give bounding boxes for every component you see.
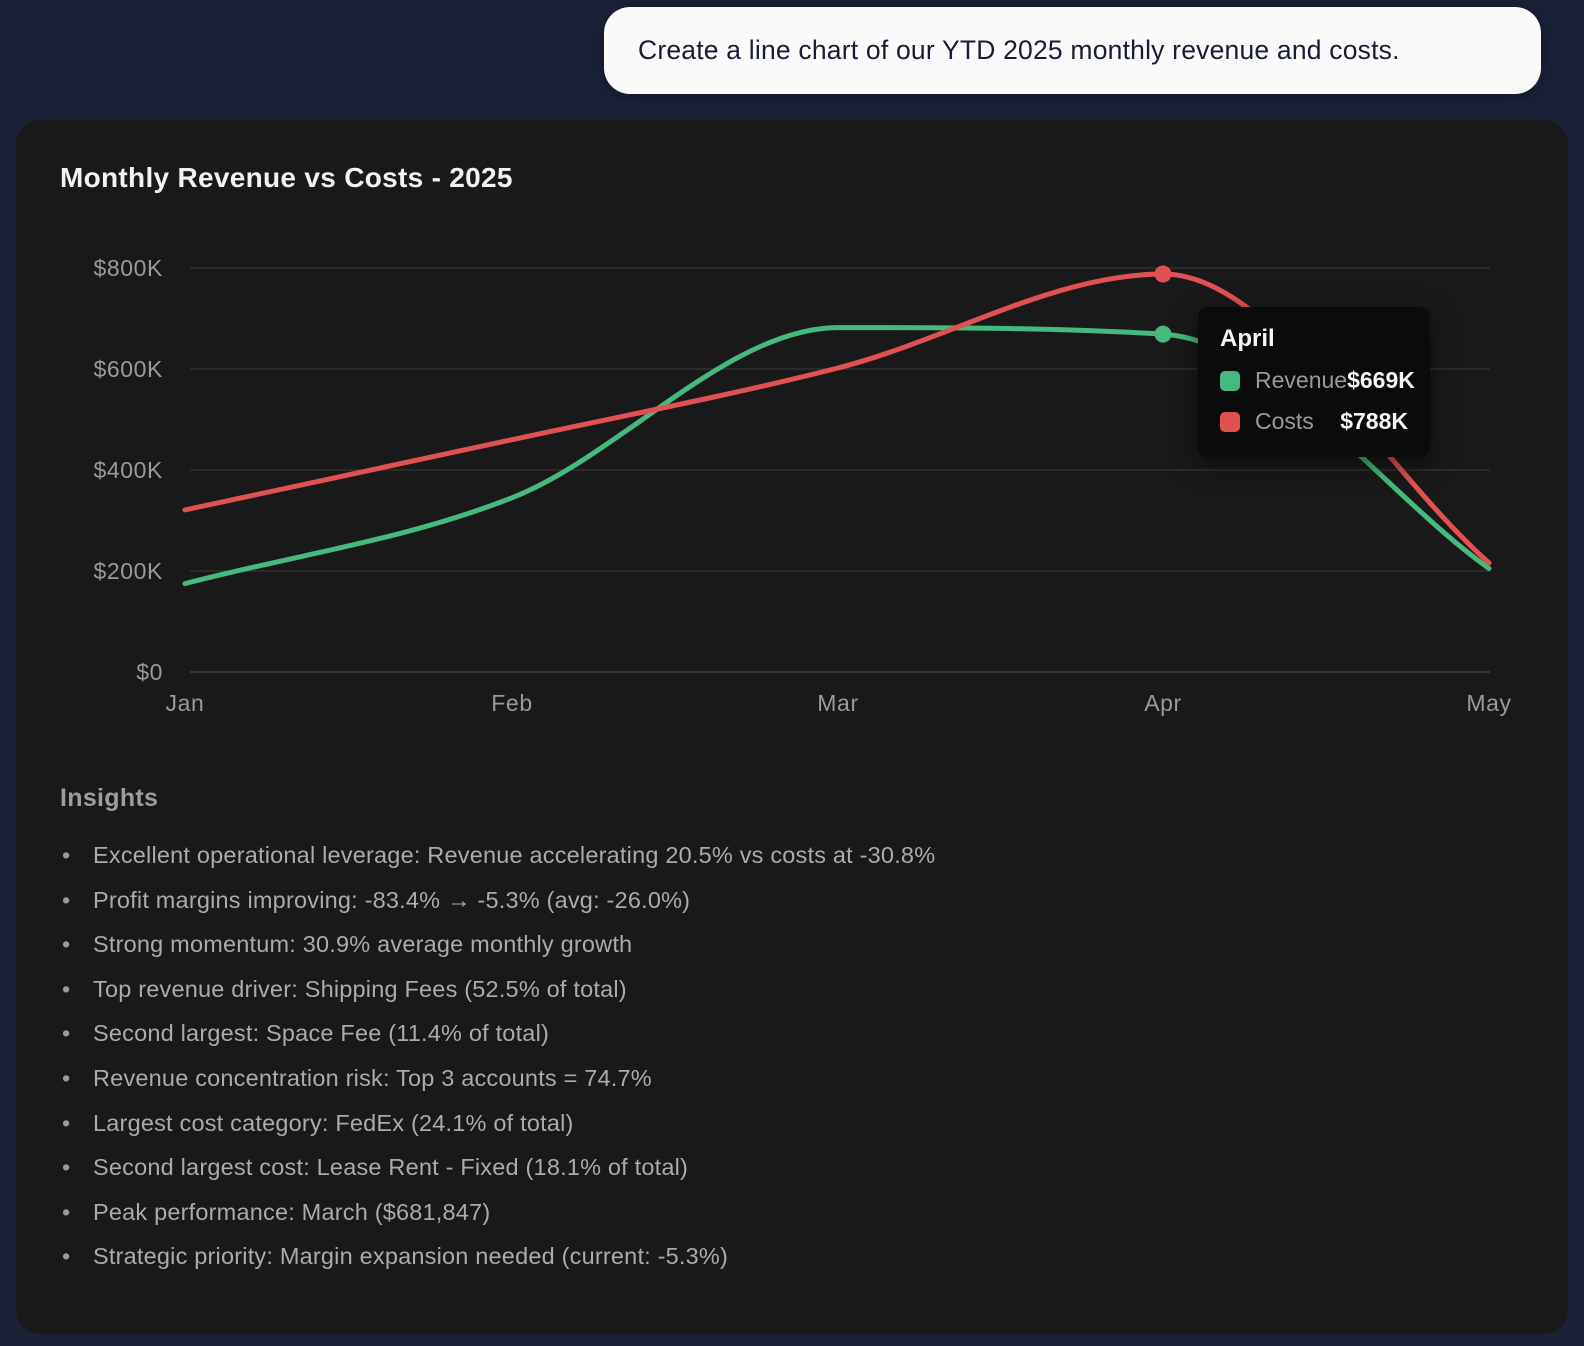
y-axis-label: $400K [93, 457, 163, 483]
insight-item: Second largest: Space Fee (11.4% of tota… [60, 1011, 1524, 1056]
x-axis-label: May [1466, 690, 1512, 716]
tooltip-revenue-value: $669K [1347, 367, 1415, 393]
user-message-bubble: Create a line chart of our YTD 2025 mont… [604, 7, 1541, 94]
tooltip-month: April [1220, 325, 1275, 352]
tooltip-revenue-label: Revenue [1255, 367, 1348, 393]
revenue-swatch-icon [1220, 370, 1240, 391]
tooltip-costs-label: Costs [1255, 408, 1314, 434]
costs-swatch-icon [1220, 411, 1240, 432]
x-axis-label: Mar [817, 690, 859, 716]
chart-title: Monthly Revenue vs Costs - 2025 [60, 162, 513, 193]
insights-list: Excellent operational leverage: Revenue … [60, 833, 1524, 1279]
insight-item: Revenue concentration risk: Top 3 accoun… [60, 1056, 1524, 1101]
hover-point-costs[interactable] [1154, 265, 1172, 283]
y-axis-label: $600K [93, 356, 163, 382]
insight-item: Second largest cost: Lease Rent - Fixed … [60, 1145, 1524, 1190]
y-axis-label: $0 [136, 659, 163, 685]
user-message-text: Create a line chart of our YTD 2025 mont… [638, 35, 1400, 65]
insight-item: Strong momentum: 30.9% average monthly g… [60, 922, 1524, 967]
tooltip-row-revenue: Revenue $669K [1220, 367, 1415, 394]
chart-card: Monthly Revenue vs Costs - 2025 $0 $200K $… [16, 120, 1568, 1334]
insight-item: Strategic priority: Margin expansion nee… [60, 1234, 1524, 1279]
insight-item: Top revenue driver: Shipping Fees (52.5%… [60, 967, 1524, 1012]
insight-item: Peak performance: March ($681,847) [60, 1190, 1524, 1235]
y-axis-label: $800K [93, 255, 163, 281]
insights-section: Insights Excellent operational leverage:… [60, 784, 1524, 1279]
insight-item: Largest cost category: FedEx (24.1% of t… [60, 1101, 1524, 1146]
x-axis-label: Feb [491, 690, 533, 716]
tooltip-row-costs: Costs $788K [1220, 408, 1408, 435]
insight-item: Excellent operational leverage: Revenue … [60, 833, 1524, 878]
x-axis-label: Apr [1144, 690, 1182, 716]
y-axis-label: $200K [93, 558, 163, 584]
insights-heading: Insights [60, 784, 159, 812]
tooltip-costs-value: $788K [1340, 408, 1408, 434]
x-axis-label: Jan [165, 690, 205, 716]
chart-tooltip: April Revenue $669K Costs $788K [1198, 307, 1430, 457]
hover-point-revenue[interactable] [1154, 325, 1172, 343]
insight-item: Profit margins improving: -83.4% → -5.3%… [60, 878, 1524, 923]
